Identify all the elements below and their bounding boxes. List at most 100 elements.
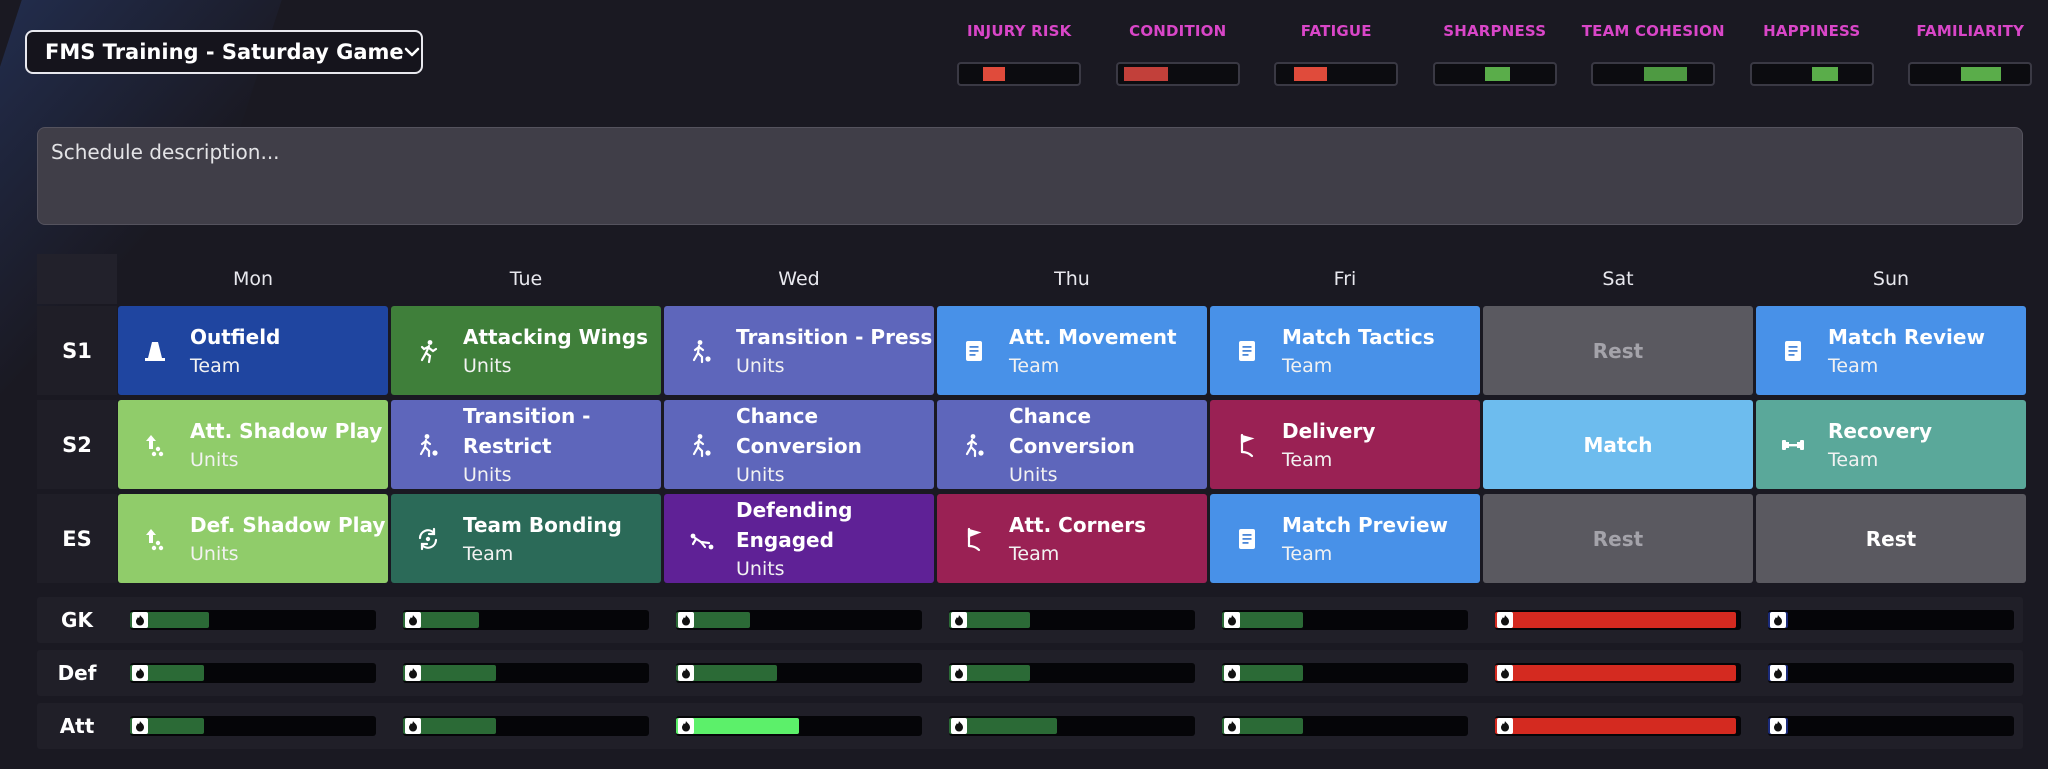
clipboard-icon [1232,526,1262,552]
session-name: Match Review [1828,324,1985,349]
session-card-sat-s1[interactable]: Rest [1483,306,1753,395]
load-bar-thu[interactable] [949,716,1195,736]
session-card-wed-es[interactable]: Defending Engaged Units [664,494,934,583]
session-card-mon-s1[interactable]: Outfield Team [118,306,388,395]
intensity-icon [132,665,148,681]
load-level [1495,612,1737,628]
session-card-sat-s2[interactable]: Match [1483,400,1753,489]
session-card-fri-s2[interactable]: Delivery Team [1210,400,1480,489]
metric-level [1960,67,2002,81]
session-text: Attacking Wings Units [463,322,648,380]
session-card-tue-s1[interactable]: Attacking Wings Units [391,306,661,395]
load-bar-fri[interactable] [1222,610,1468,630]
session-card-tue-s2[interactable]: Transition - Restrict Units [391,400,661,489]
load-level [676,665,777,681]
load-bar-thu[interactable] [949,663,1195,683]
grid-corner [37,254,117,304]
session-card-sun-es[interactable]: Rest [1756,494,2026,583]
session-card-mon-es[interactable]: Def. Shadow Play Units [118,494,388,583]
load-bar-sun[interactable] [1768,663,2014,683]
metric-bar [1908,62,2033,86]
session-group: Team [1828,448,1879,471]
slide-tackle-icon [686,526,716,552]
metric-label: INJURY RISK [967,22,1072,40]
session-text: Match Review Team [1828,322,1985,380]
player-ball-icon [686,432,716,458]
load-bar-mon[interactable] [130,610,376,630]
load-level [130,612,209,628]
session-name: Rest [1592,338,1644,363]
session-text: Transition - Press Units [736,322,932,380]
metric-label: SHARPNESS [1443,22,1547,40]
session-text: Rest [1593,336,1643,366]
session-name: Match [1583,432,1653,457]
session-card-thu-s1[interactable]: Att. Movement Team [937,306,1207,395]
load-bar-tue[interactable] [403,716,649,736]
load-bar-sat[interactable] [1495,663,1741,683]
session-card-fri-s1[interactable]: Match Tactics Team [1210,306,1480,395]
schedule-dropdown[interactable]: FMS Training - Saturday Game [25,30,423,74]
load-bar-tue[interactable] [403,610,649,630]
metric-condition: CONDITION [1099,22,1258,86]
running-player-icon [413,338,443,364]
load-bar-wed[interactable] [676,663,922,683]
load-bar-sat[interactable] [1495,610,1741,630]
load-bar-sat[interactable] [1495,716,1741,736]
session-card-tue-es[interactable]: Team Bonding Team [391,494,661,583]
intensity-icon [132,612,148,628]
session-card-thu-s2[interactable]: Chance Conversion Units [937,400,1207,489]
session-card-thu-es[interactable]: Att. Corners Team [937,494,1207,583]
intensity-icon [1770,612,1786,628]
load-level [1222,612,1304,628]
intensity-icon [678,665,694,681]
corner-flag-icon [959,526,989,552]
session-name: Match Tactics [1282,324,1435,349]
load-bar-mon[interactable] [130,716,376,736]
session-group: Units [463,354,512,377]
load-bar-tue[interactable] [403,663,649,683]
load-bar-wed[interactable] [676,610,922,630]
session-name: Defending Engaged [736,497,853,552]
session-text: Att. Movement Team [1009,322,1177,380]
session-name: Recovery [1828,418,1933,443]
session-card-mon-s2[interactable]: Att. Shadow Play Units [118,400,388,489]
day-header-sun: Sun [1872,268,1910,290]
load-row-label: Att [59,714,95,738]
load-bar-mon[interactable] [130,663,376,683]
day-header-fri: Fri [1333,268,1357,290]
session-card-fri-es[interactable]: Match Preview Team [1210,494,1480,583]
day-header-sat: Sat [1602,268,1634,290]
arrow-up-dots-icon [140,526,170,552]
session-group: Units [736,557,785,580]
metrics-panel: INJURY RISK CONDITION FATIGUE SHARPNESS TEAM… [940,22,2048,86]
load-bar-thu[interactable] [949,610,1195,630]
load-level [949,665,1031,681]
session-card-wed-s2[interactable]: Chance Conversion Units [664,400,934,489]
metric-label: CONDITION [1129,22,1227,40]
session-name: Chance Conversion [1009,403,1135,458]
session-name: Att. Corners [1009,512,1147,537]
session-name: Attacking Wings [463,324,648,349]
intensity-icon [405,612,421,628]
load-bar-fri[interactable] [1222,663,1468,683]
session-card-sun-s1[interactable]: Match Review Team [1756,306,2026,395]
session-row-label-s2: S2 [37,400,117,489]
load-level [1495,665,1737,681]
session-card-wed-s1[interactable]: Transition - Press Units [664,306,934,395]
load-bar-sun[interactable] [1768,610,2014,630]
metric-happiness: HAPPINESS [1733,22,1892,86]
metric-level [1811,67,1839,81]
load-bar-wed[interactable] [676,716,922,736]
load-level [403,665,497,681]
session-card-sun-s2[interactable]: Recovery Team [1756,400,2026,489]
session-card-sat-es[interactable]: Rest [1483,494,1753,583]
intensity-icon [951,665,967,681]
session-text: Delivery Team [1282,416,1375,474]
session-group: Units [1009,463,1058,486]
metric-bar [1591,62,1716,86]
metric-familiarity: FAMILIARITY [1891,22,2048,86]
schedule-description-field[interactable]: Schedule description... [37,127,2023,225]
load-bar-sun[interactable] [1768,716,2014,736]
player-ball-icon [686,338,716,364]
load-bar-fri[interactable] [1222,716,1468,736]
